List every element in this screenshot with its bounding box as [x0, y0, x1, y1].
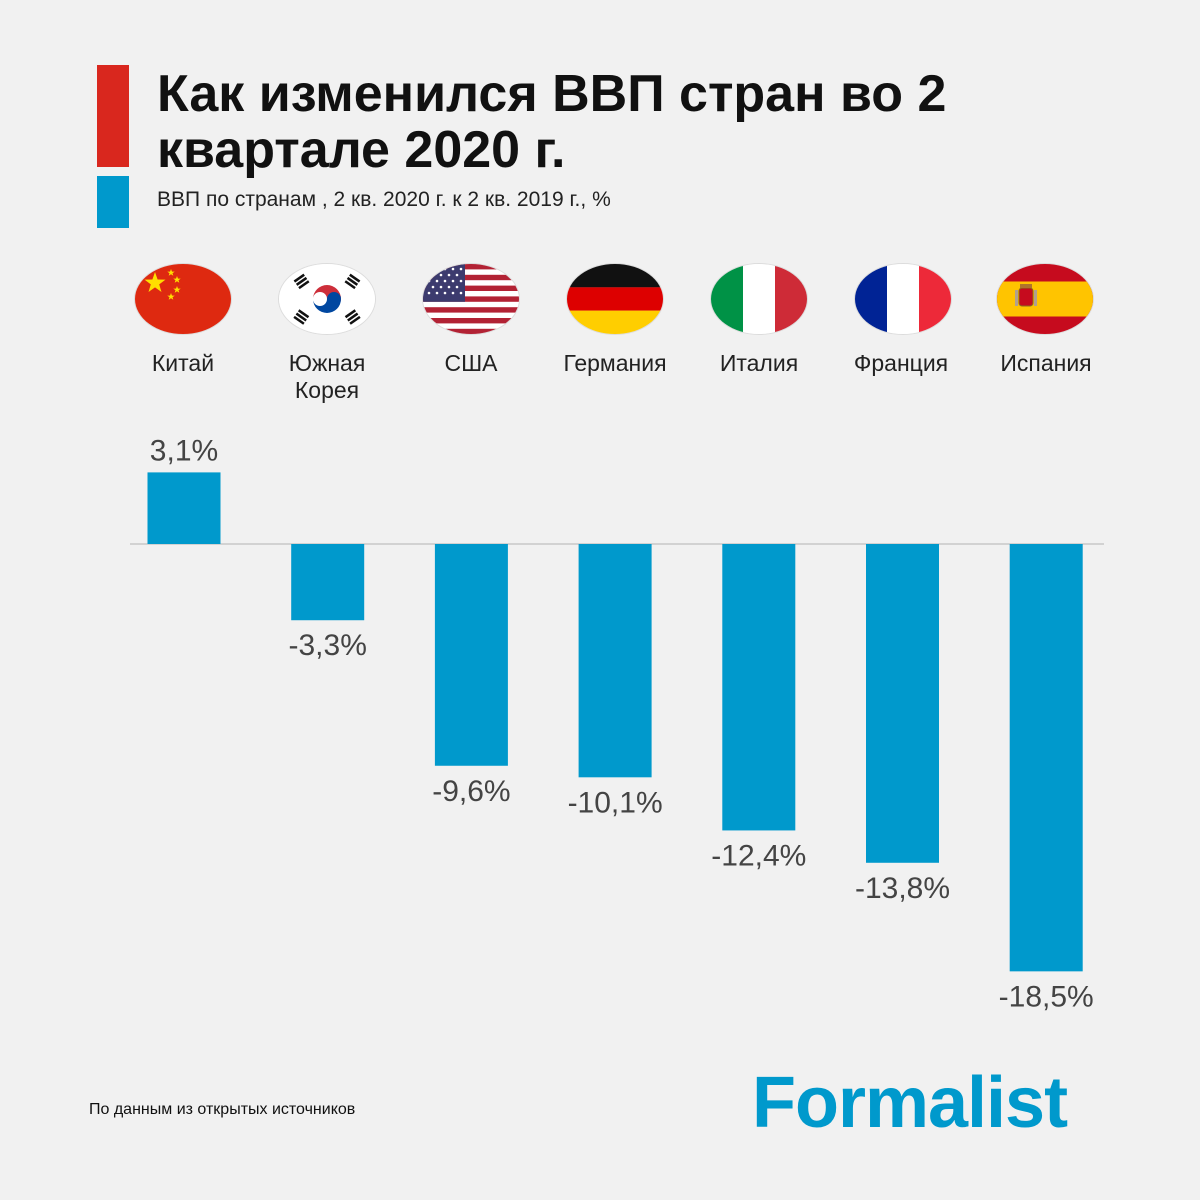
bar-6 — [1009, 544, 1083, 972]
country-label-germany: Германия — [563, 350, 667, 376]
title-accent-red — [97, 65, 129, 167]
data-label-0: 3,1% — [150, 434, 218, 467]
italy-flag-icon — [711, 264, 807, 334]
germany-flag-icon — [567, 264, 663, 334]
bar-4 — [722, 544, 796, 831]
bar-3 — [578, 544, 652, 778]
south-korea-flag-icon — [279, 264, 375, 334]
country-label-china: Китай — [151, 350, 215, 376]
data-label-1: -3,3% — [289, 629, 367, 662]
data-label-6: -18,5% — [999, 980, 1094, 1013]
data-label-2: -9,6% — [432, 775, 510, 808]
data-label-3: -10,1% — [568, 786, 663, 819]
source-note: По данным из открытых источников — [89, 1101, 356, 1118]
bar-0 — [147, 472, 221, 544]
country-label-spain: Испания — [1000, 350, 1092, 376]
country-label-usa: США — [444, 350, 498, 376]
chart-subtitle: ВВП по странам , 2 кв. 2020 г. к 2 кв. 2… — [157, 188, 611, 211]
country-label-south-korea: Южная Корея — [288, 350, 366, 403]
bar-2 — [434, 544, 508, 766]
china-flag-icon — [135, 264, 231, 334]
country-label-italy: Италия — [719, 350, 799, 376]
spain-flag-icon — [997, 264, 1093, 334]
formalist-logo: Formalist — [752, 1063, 1068, 1143]
chart-title: Как изменился ВВП стран во 2 квартале 20… — [157, 65, 947, 179]
bar-5 — [866, 544, 939, 863]
data-label-4: -12,4% — [711, 839, 806, 872]
usa-flag-icon — [423, 264, 519, 334]
bar-1 — [291, 544, 365, 621]
subtitle-accent-blue — [97, 176, 129, 228]
data-label-5: -13,8% — [855, 872, 950, 905]
country-label-france: Франция — [853, 350, 949, 376]
